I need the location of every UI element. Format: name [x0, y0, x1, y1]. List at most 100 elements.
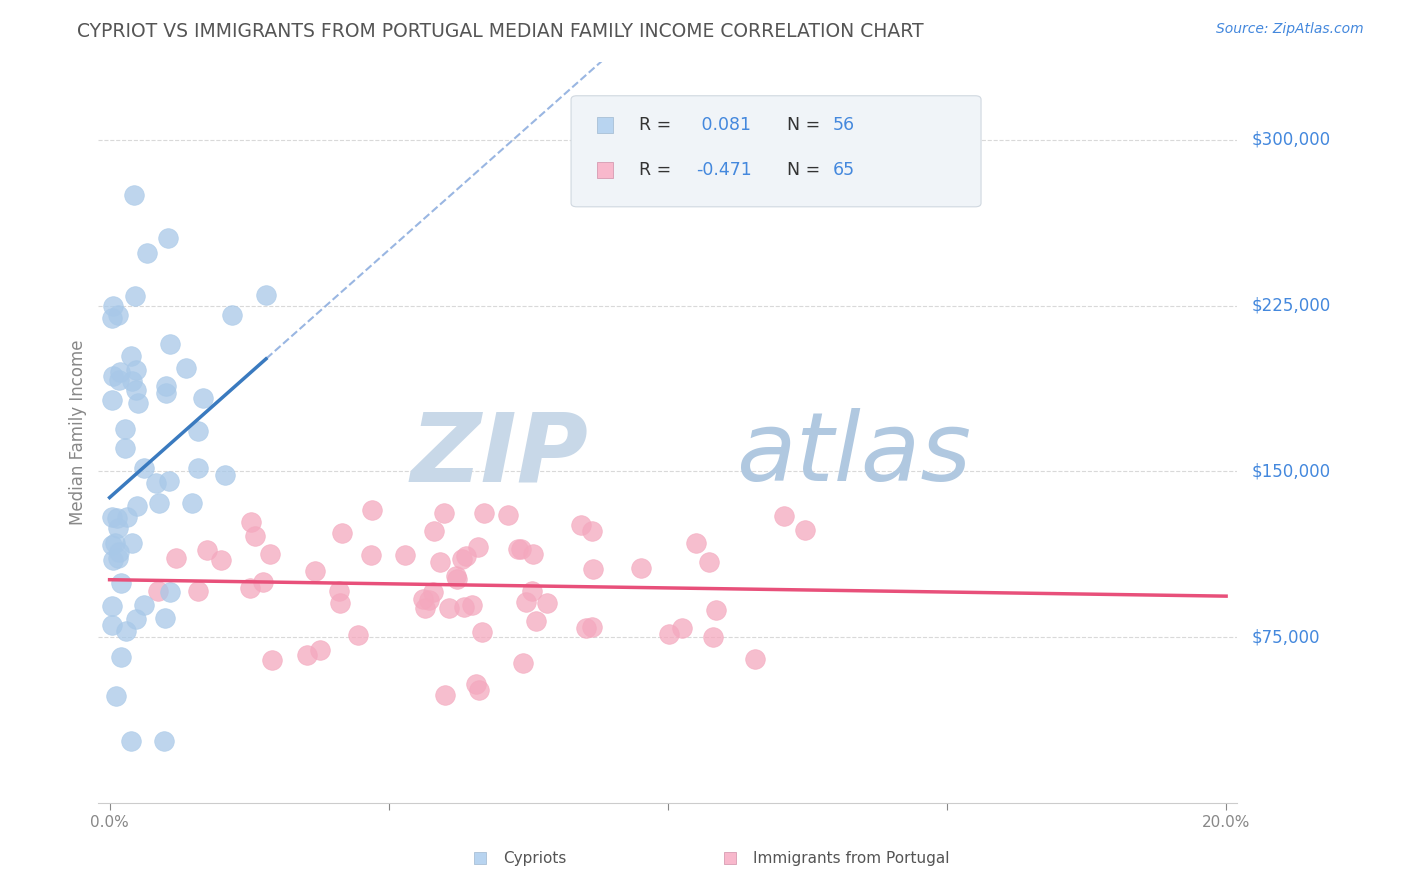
- Point: [658, 626, 681, 640]
- Text: CYPRIOT VS IMMIGRANTS FROM PORTUGAL MEDIAN FAMILY INCOME CORRELATION CHART: CYPRIOT VS IMMIGRANTS FROM PORTUGAL MEDI…: [77, 22, 924, 41]
- Point: [240, 516, 263, 530]
- Point: [509, 541, 531, 556]
- Point: [429, 555, 451, 569]
- Text: -0.471: -0.471: [696, 161, 752, 178]
- Point: [120, 349, 142, 363]
- Point: [451, 551, 474, 566]
- Point: [110, 576, 132, 591]
- Point: [157, 231, 180, 245]
- Point: [472, 506, 495, 520]
- Point: [187, 461, 209, 475]
- Point: [107, 521, 129, 535]
- Point: [360, 548, 382, 562]
- Point: [630, 561, 652, 575]
- Point: [332, 526, 354, 541]
- Point: [125, 500, 148, 514]
- Point: [165, 551, 187, 566]
- Text: $300,000: $300,000: [1251, 131, 1330, 149]
- Point: [520, 583, 543, 598]
- Point: [671, 621, 693, 635]
- Point: [468, 683, 491, 698]
- Point: [461, 598, 484, 612]
- Text: $150,000: $150,000: [1251, 462, 1330, 480]
- Point: [181, 496, 204, 510]
- Point: [259, 547, 281, 561]
- Point: [136, 245, 159, 260]
- Point: [125, 613, 148, 627]
- Point: [155, 386, 177, 401]
- Text: N =: N =: [787, 116, 827, 135]
- Point: [581, 620, 603, 634]
- Point: [685, 536, 707, 550]
- Point: [243, 529, 266, 543]
- Point: [582, 562, 605, 576]
- Text: R =: R =: [640, 116, 678, 135]
- Point: [120, 734, 142, 748]
- Point: [108, 545, 131, 559]
- Point: [214, 468, 236, 483]
- Point: [581, 524, 603, 538]
- Point: [467, 540, 489, 554]
- Point: [423, 524, 446, 538]
- Point: [794, 523, 817, 537]
- Point: [193, 391, 215, 405]
- Y-axis label: Median Family Income: Median Family Income: [69, 340, 87, 525]
- Point: [159, 336, 181, 351]
- Point: [146, 583, 169, 598]
- Point: [101, 510, 124, 524]
- Point: [104, 689, 127, 703]
- Point: [309, 643, 332, 657]
- Point: [515, 595, 537, 609]
- Point: [295, 648, 318, 662]
- Point: [152, 734, 174, 748]
- Point: [114, 441, 136, 455]
- FancyBboxPatch shape: [571, 95, 981, 207]
- Point: [107, 373, 129, 387]
- Text: N =: N =: [787, 161, 827, 178]
- Point: [454, 549, 477, 564]
- Point: [101, 310, 124, 325]
- Point: [101, 618, 124, 632]
- Point: [114, 422, 136, 436]
- Point: [328, 584, 350, 599]
- Point: [437, 601, 460, 615]
- Point: [394, 548, 416, 562]
- Point: [174, 361, 197, 376]
- Point: [148, 496, 170, 510]
- Point: [107, 550, 129, 565]
- Point: [422, 584, 444, 599]
- Point: [187, 583, 209, 598]
- Point: [121, 536, 143, 550]
- Point: [101, 552, 124, 566]
- Point: [524, 614, 547, 628]
- Point: [418, 593, 440, 607]
- Point: [446, 572, 468, 586]
- Point: [124, 188, 146, 202]
- Point: [252, 575, 274, 590]
- Point: [125, 363, 148, 377]
- Point: [508, 541, 530, 556]
- Point: [536, 596, 558, 610]
- Text: ZIP: ZIP: [411, 409, 588, 501]
- Text: Cypriots: Cypriots: [503, 851, 567, 866]
- Point: [104, 535, 127, 549]
- Text: Immigrants from Portugal: Immigrants from Portugal: [754, 851, 950, 866]
- Point: [115, 624, 138, 638]
- Point: [522, 547, 544, 561]
- Point: [145, 476, 167, 491]
- Point: [110, 649, 132, 664]
- Point: [132, 460, 155, 475]
- Point: [134, 598, 156, 612]
- Point: [124, 288, 146, 302]
- Point: [187, 425, 209, 439]
- Point: [773, 508, 796, 523]
- Point: [155, 378, 177, 392]
- Point: [107, 308, 129, 322]
- Point: [347, 627, 370, 641]
- Point: [117, 509, 139, 524]
- Point: [127, 396, 149, 410]
- Text: $225,000: $225,000: [1251, 296, 1330, 315]
- Point: [706, 603, 728, 617]
- Point: [304, 565, 326, 579]
- Text: 56: 56: [832, 116, 855, 135]
